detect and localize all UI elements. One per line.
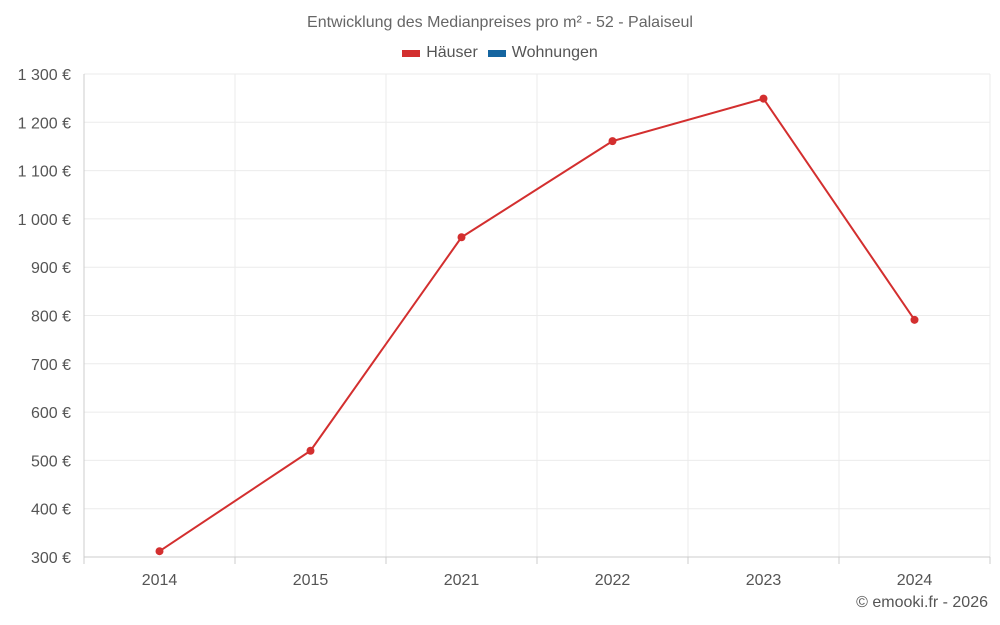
legend: Häuser Wohnungen: [0, 44, 1000, 62]
y-tick-label: 1 300 €: [18, 67, 71, 84]
legend-label-wohnungen: Wohnungen: [511, 44, 598, 61]
y-tick-label: 800 €: [31, 309, 71, 326]
x-tick-label: 2023: [746, 572, 782, 589]
series-line-0: [158, 97, 916, 553]
legend-swatch-haeuser: [402, 49, 421, 57]
chart-title: Entwicklung des Medianpreises pro m² - 5…: [307, 14, 693, 31]
y-tick-label: 400 €: [31, 502, 71, 519]
series-layer: [155, 94, 919, 556]
x-tick-label: 2015: [293, 572, 329, 589]
y-tick-label: 900 €: [31, 260, 71, 277]
y-tick-label: 1 000 €: [18, 212, 71, 229]
grid-layer: [84, 73, 991, 557]
y-tick-label: 500 €: [31, 453, 71, 470]
x-tick-label: 2024: [897, 572, 933, 589]
legend-item-haeuser[interactable]: Häuser: [402, 44, 478, 62]
data-point[interactable]: [306, 446, 315, 455]
data-point[interactable]: [910, 315, 919, 324]
data-point[interactable]: [457, 233, 466, 242]
data-point[interactable]: [608, 137, 617, 146]
y-tick-label: 300 €: [31, 550, 71, 567]
footer-credit: © emooki.fr - 2026: [856, 594, 988, 611]
y-tick-label: 600 €: [31, 405, 71, 422]
y-tick-label: 700 €: [31, 357, 71, 374]
data-point[interactable]: [155, 547, 164, 556]
y-tick-label: 1 200 €: [18, 115, 71, 132]
legend-swatch-wohnungen: [487, 49, 506, 57]
x-tick-label: 2022: [595, 572, 631, 589]
x-tick-label: 2021: [444, 572, 480, 589]
data-point[interactable]: [759, 94, 768, 103]
axis-layer: 300 € 400 € 500 € 600 € 700 € 800 € 900 € 1 000…: [18, 67, 991, 589]
legend-label-haeuser: Häuser: [426, 44, 478, 61]
x-tick-label: 2014: [142, 572, 178, 589]
y-tick-label: 1 100 €: [18, 164, 71, 181]
legend-item-wohnungen[interactable]: Wohnungen: [487, 44, 598, 62]
